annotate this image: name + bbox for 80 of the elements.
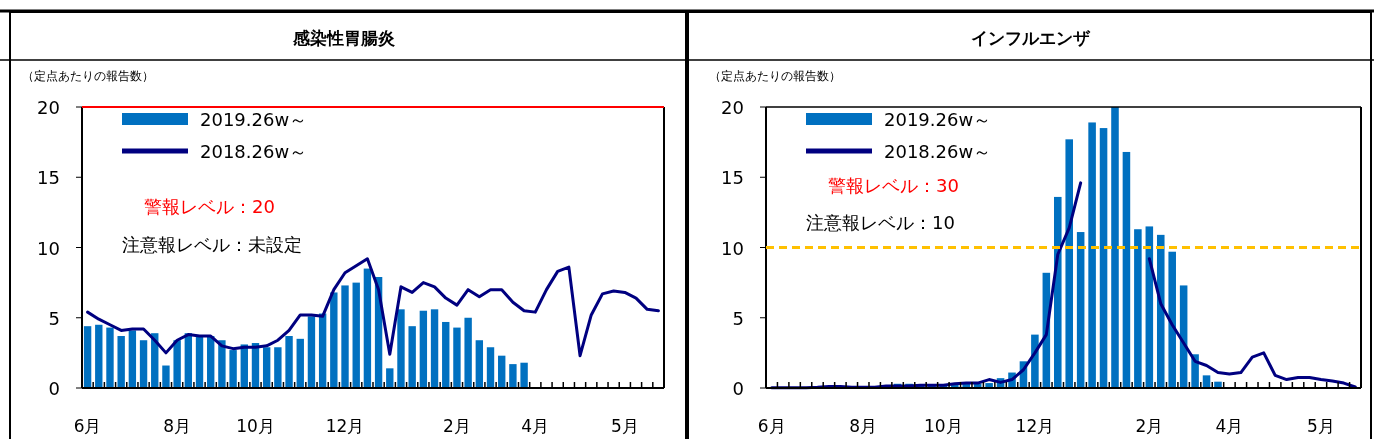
y-tick-label: 5	[48, 307, 60, 329]
bar	[341, 285, 349, 388]
legend-label: 2018.26w～	[200, 141, 308, 162]
x-tick-label: 10月	[236, 416, 275, 436]
annotation: 警報レベル：20	[144, 196, 275, 217]
bar	[509, 364, 517, 388]
bar	[419, 310, 428, 388]
y-tick-label: 0	[732, 378, 744, 399]
x-tick-label: 8月	[163, 416, 192, 436]
y-tick-label: 15	[721, 167, 744, 189]
bar	[128, 330, 137, 388]
x-tick-label: 4月	[521, 416, 550, 436]
annotation: 警報レベル：30	[828, 175, 959, 196]
x-tick-label: 2月	[443, 416, 471, 436]
bar	[1168, 251, 1176, 388]
y-tick-label: 15	[37, 167, 60, 189]
bar	[218, 340, 226, 388]
bar	[1099, 128, 1108, 388]
y-tick-label: 20	[37, 97, 60, 118]
y-tick-label: 10	[721, 237, 744, 259]
bar	[83, 326, 92, 388]
y-tick-label: 10	[37, 237, 60, 259]
bar	[1076, 232, 1085, 388]
bar	[307, 316, 316, 388]
x-tick-label: 5月	[610, 416, 639, 436]
bar	[1054, 196, 1062, 388]
bar	[520, 362, 528, 388]
chart-title: インフルエンザ	[971, 28, 1091, 48]
bar	[1111, 107, 1119, 388]
bar	[408, 326, 416, 388]
x-tick-label: 2月	[1135, 416, 1164, 436]
annotation: 注意報レベル：未設定	[122, 234, 302, 255]
y-axis-title: （定点あたりの報告数）	[22, 69, 154, 83]
bar	[386, 368, 394, 388]
y-tick-label: 5	[732, 307, 744, 329]
bar	[363, 268, 372, 388]
bar	[106, 327, 114, 388]
legend-label: 2018.26w～	[884, 141, 992, 162]
bar	[195, 336, 204, 388]
y-tick-label: 20	[721, 97, 744, 118]
annotation: 注意報レベル：10	[806, 212, 955, 233]
bar	[139, 340, 148, 388]
bar	[262, 347, 271, 388]
bar	[442, 321, 450, 388]
bar	[95, 324, 103, 388]
bar	[229, 350, 237, 388]
x-tick-label: 5月	[1307, 416, 1335, 436]
x-tick-label: 8月	[849, 416, 878, 436]
bar	[285, 336, 293, 388]
bar	[486, 347, 495, 388]
bar	[296, 338, 304, 388]
bar	[173, 340, 181, 388]
bar	[352, 282, 360, 388]
bar	[330, 292, 338, 388]
bar	[1134, 229, 1142, 388]
bar	[430, 309, 439, 388]
x-tick-label: 6月	[73, 416, 102, 436]
y-axis-title: （定点あたりの報告数）	[709, 69, 841, 83]
y-tick-label: 0	[48, 378, 60, 399]
bar	[1122, 151, 1131, 388]
bar	[1156, 234, 1165, 388]
bar	[1065, 139, 1073, 388]
x-tick-label: 12月	[1015, 416, 1055, 436]
line-series	[86, 257, 660, 358]
bar	[117, 336, 125, 388]
x-tick-label: 10月	[924, 416, 963, 436]
bar	[274, 347, 282, 388]
bar	[397, 309, 405, 388]
bar	[1088, 122, 1096, 388]
x-tick-label: 6月	[757, 416, 786, 436]
x-tick-label: 12月	[325, 416, 365, 436]
bar	[162, 365, 170, 388]
chart-title: 感染性胃腸炎	[291, 28, 395, 48]
x-tick-label: 4月	[1215, 416, 1244, 436]
bar	[498, 355, 506, 388]
bar	[464, 317, 472, 388]
bar	[475, 340, 484, 388]
legend-label: 2019.26w～	[884, 109, 992, 130]
bar	[453, 327, 461, 388]
legend-label: 2019.26w～	[200, 109, 308, 130]
